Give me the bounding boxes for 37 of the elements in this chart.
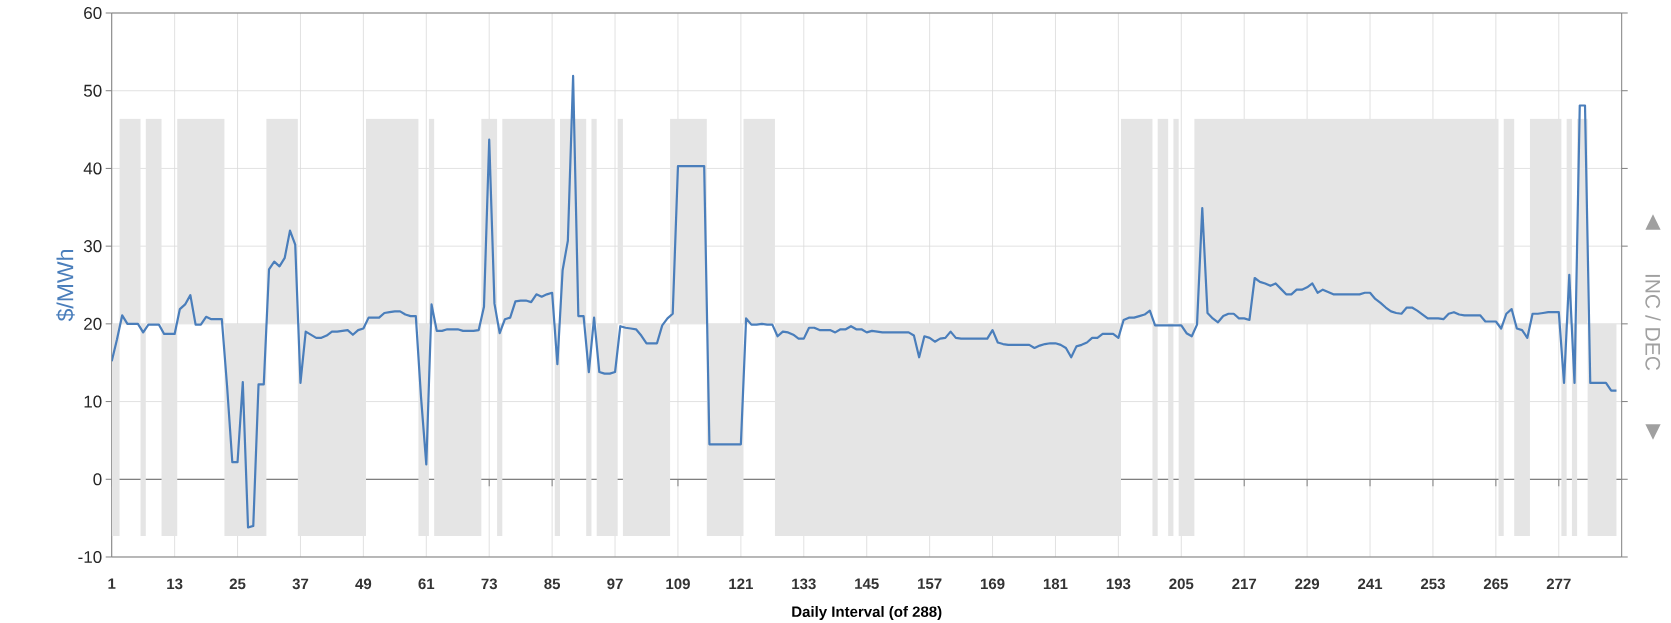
text: ▼ — [1645, 424, 1661, 440]
x-tick-label: 193 — [1106, 578, 1131, 590]
x-tick-label: 25 — [229, 578, 246, 589]
y-tick-label: 20 — [84, 317, 102, 330]
x-tick-label: 49 — [355, 578, 372, 589]
y-tick-label: 40 — [83, 162, 102, 175]
x-tick-label: 37 — [292, 578, 309, 590]
y-axis-title: $/MWh — [56, 249, 75, 322]
x-tick-label: 217 — [1232, 578, 1257, 589]
x-tick-label: 229 — [1295, 578, 1320, 589]
y-tick-label: 10 — [84, 395, 102, 408]
y-tick-label: 0 — [93, 473, 102, 486]
x-tick-label: 61 — [418, 578, 435, 589]
y-tick-label: 60 — [84, 6, 102, 19]
x-tick-label: 1 — [108, 578, 116, 589]
x-tick-label: 85 — [544, 578, 561, 589]
x-tick-label: 109 — [666, 578, 690, 589]
y2-axis-title: INC / DEC — [1645, 274, 1661, 371]
x-tick-label: 205 — [1169, 578, 1194, 589]
x-tick-label: 277 — [1546, 578, 1571, 589]
text: ▲ — [1645, 214, 1661, 230]
x-tick-label: 169 — [980, 578, 1005, 589]
x-tick-label: 13 — [167, 578, 183, 590]
x-tick-label: 145 — [855, 578, 879, 589]
x-tick-label: 253 — [1420, 578, 1445, 590]
x-tick-label: 73 — [481, 578, 498, 590]
x-tick-label: 241 — [1358, 578, 1383, 589]
x-tick-label: 181 — [1043, 578, 1068, 589]
x-tick-label: 265 — [1483, 578, 1508, 589]
x-axis-title: Daily Interval (of 288) — [792, 605, 942, 620]
x-tick-label: 157 — [918, 578, 942, 589]
x-tick-label: 133 — [792, 578, 816, 590]
x-tick-label: 97 — [607, 578, 623, 589]
y-tick-label: 30 — [83, 239, 102, 253]
y-tick-label: -10 — [78, 550, 102, 563]
x-tick-label: 121 — [729, 578, 753, 589]
y-tick-label: 50 — [83, 84, 102, 97]
